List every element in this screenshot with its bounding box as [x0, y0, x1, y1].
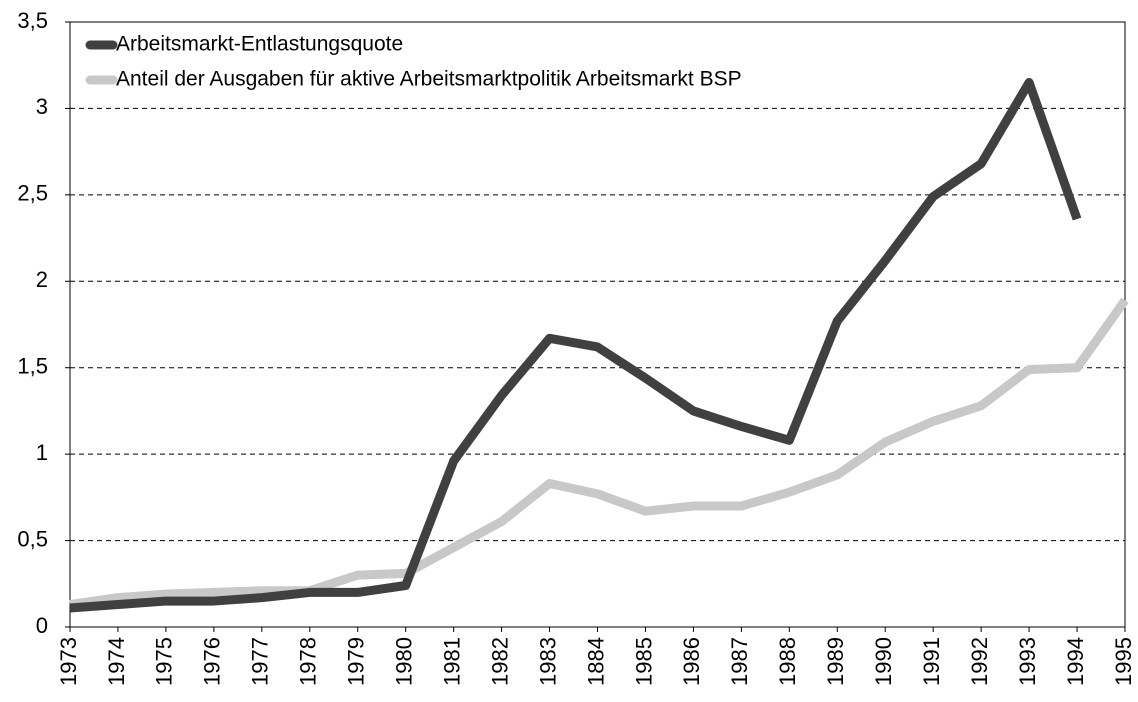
x-tick-label: 1979	[344, 637, 369, 686]
x-tick-label: 1981	[439, 637, 464, 686]
y-tick-label: 1	[36, 440, 48, 465]
y-tick-label: 0,5	[17, 526, 48, 551]
x-tick-label: 1992	[967, 637, 992, 686]
legend-label: Arbeitsmarkt-Entlastungsquote	[116, 33, 403, 56]
x-tick-label: 1977	[248, 637, 273, 686]
series-line	[69, 297, 1129, 609]
y-tick-label: 1,5	[17, 354, 48, 379]
x-tick-label: 1985	[631, 637, 656, 686]
x-tick-label: 1884	[583, 637, 608, 686]
series-line	[69, 78, 1082, 613]
x-tick-label: 1986	[679, 637, 704, 686]
x-tick-label: 1980	[391, 637, 416, 686]
x-tick-label: 1988	[775, 637, 800, 686]
x-tick-label: 1974	[104, 637, 129, 686]
x-tick-label: 1973	[56, 637, 81, 686]
legend-label: Anteil der Ausgaben für aktive Arbeitsma…	[116, 68, 742, 91]
x-tick-label: 1978	[296, 637, 321, 686]
x-tick-label: 1987	[727, 637, 752, 686]
y-tick-label: 0	[36, 613, 48, 638]
x-tick-label: 1976	[200, 637, 225, 686]
plot-frame	[69, 21, 1126, 628]
x-tick-label: 1983	[535, 637, 560, 686]
x-tick-label: 1993	[1015, 637, 1040, 686]
y-tick-label: 2,5	[17, 181, 48, 206]
x-tick-label: 1991	[919, 637, 944, 686]
x-tick-label: 1982	[487, 637, 512, 686]
y-tick-label: 2	[36, 267, 48, 292]
x-tick-label: 1995	[1111, 637, 1136, 686]
x-tick-label: 1989	[823, 637, 848, 686]
y-tick-label: 3	[36, 94, 48, 119]
y-tick-label: 3,5	[17, 8, 48, 33]
x-tick-label: 1990	[871, 637, 896, 686]
x-tick-label: 1975	[152, 637, 177, 686]
x-tick-label: 1994	[1063, 637, 1088, 686]
